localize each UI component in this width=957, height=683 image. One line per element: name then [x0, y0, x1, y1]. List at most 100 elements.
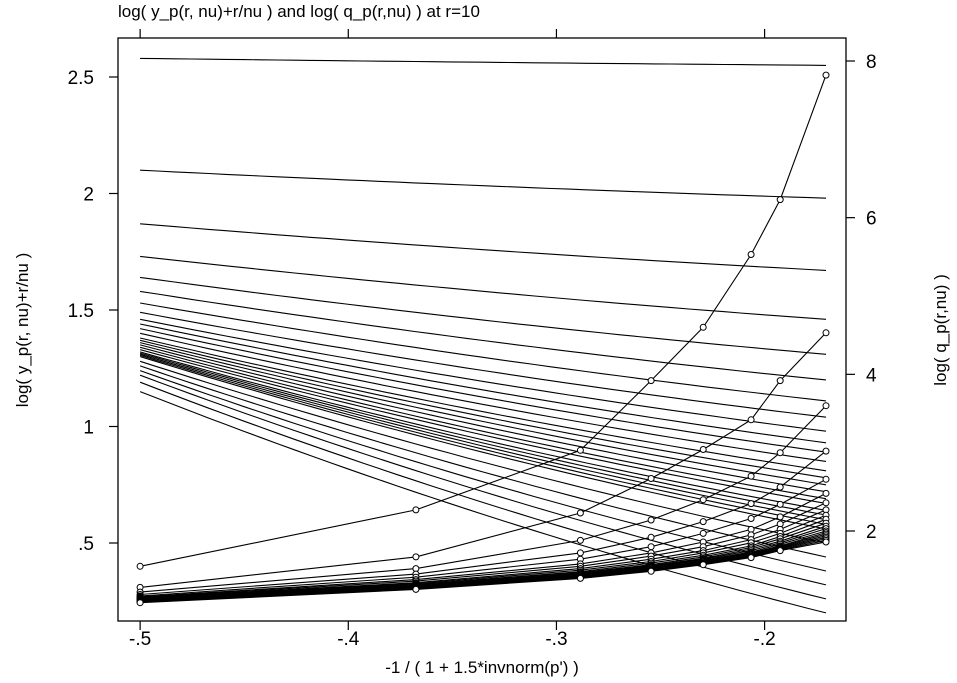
y-series-line-15: [139, 342, 827, 486]
y-series-line-10: [139, 323, 827, 444]
plot-frame: [117, 37, 847, 622]
y-series-line-1: [140, 57, 827, 66]
x-tick-label-1: -.5: [129, 629, 151, 650]
q-series-line-6: [140, 492, 827, 598]
x-tick-label-4: -.2: [754, 629, 776, 650]
q-series-21-point-6: [747, 554, 755, 562]
q-series-line-7: [140, 502, 827, 598]
q-series-7-point-8: [822, 499, 830, 507]
y-right-tick-label-4: 8: [866, 52, 877, 73]
q-series-3-point-6: [747, 472, 755, 480]
q-series-1-point-4: [647, 377, 655, 385]
q-series-5-point-6: [747, 515, 755, 522]
chart-title: log( y_p(r, nu)+r/nu ) and log( q_p(r,nu…: [118, 2, 480, 21]
x-tick-label-3: -.3: [545, 629, 567, 650]
y-series-line-5: [140, 276, 827, 355]
axes: -.5 -.4 -.3 -.2 .5 1 1.5 2 2.5 2 4 6 8: [68, 29, 877, 650]
q-series-5-point-8: [822, 475, 830, 483]
q-series-1-point-8: [822, 71, 830, 79]
y-series-line-3: [140, 223, 827, 271]
x-axis-label: -1 / ( 1 + 1.5*invnorm(p') ): [385, 658, 579, 677]
y-right-tick-label-3: 6: [866, 209, 877, 230]
q-series-line-10: [140, 518, 827, 599]
q-series-6-point-8: [822, 489, 830, 497]
y-series-line-19: [139, 351, 827, 511]
q-series-21-point-8: [822, 538, 830, 546]
q-series-3-point-4: [647, 516, 655, 524]
q-series-5-point-4: [647, 543, 655, 551]
q-series-line-1: [139, 74, 827, 567]
q-series-line-21: [140, 541, 827, 604]
q-series-line-3: [140, 405, 827, 593]
q-series-21-point-3: [576, 574, 584, 582]
q-series-2-point-6: [747, 416, 755, 424]
y-axis-left-label: log( y_p(r, nu)+r/nu ): [13, 253, 32, 408]
q-series-3-point-7: [776, 449, 784, 457]
q-series-2-point-3: [576, 509, 584, 517]
y-series-line-17: [139, 346, 827, 500]
y-axis-right-label: log( q_p(r,nu) ): [931, 274, 950, 386]
y-series-line-29: [139, 391, 827, 614]
y-series-line-4: [140, 255, 827, 320]
q-series-2-point-7: [776, 377, 784, 385]
y-series-line-7: [140, 302, 827, 402]
y-series-line-22: [139, 354, 827, 525]
q-series-3-point-5: [699, 496, 707, 504]
y-right-tick-label-2: 4: [866, 365, 877, 386]
y-series-line-6: [140, 290, 827, 381]
q-series-2-point-5: [699, 446, 707, 453]
q-series-2-point-2: [412, 553, 420, 561]
y-series-line-23: [139, 356, 827, 530]
q-series-1-point-1: [136, 562, 144, 570]
q-series-line-2: [140, 332, 827, 588]
plot-area: [136, 57, 830, 614]
y-series-line-9: [139, 318, 827, 432]
y-left-tick-label-1: .5: [78, 534, 94, 555]
q-series-1-point-3: [576, 446, 584, 454]
y-left-tick-label-4: 2: [83, 185, 94, 206]
q-series-3-point-3: [576, 536, 584, 544]
y-left-tick-label-5: 2.5: [68, 68, 94, 89]
q-series-2-point-8: [822, 329, 830, 337]
q-series-line-5: [140, 478, 827, 597]
q-series-line-8: [140, 509, 827, 599]
q-series-line-11: [140, 522, 827, 600]
q-series-21-point-1: [136, 599, 144, 607]
q-series-4-point-4: [647, 533, 655, 541]
q-series-5-point-5: [699, 529, 707, 537]
q-series-line-4: [140, 450, 827, 596]
x-tick-label-2: -.4: [337, 629, 360, 650]
y-series-line-8: [139, 311, 827, 418]
q-series-21-point-5: [699, 561, 707, 569]
q-series-1-point-6: [747, 251, 755, 258]
y-series-line-11: [139, 328, 827, 453]
q-series-4-point-6: [747, 500, 755, 508]
q-series-4-point-7: [776, 483, 784, 491]
y-series-line-26: [139, 370, 827, 572]
q-series-4-point-8: [822, 447, 830, 455]
y-series-line-2: [140, 169, 827, 199]
q-series-6-point-7: [776, 513, 784, 521]
y-series-line-28: [139, 381, 827, 600]
y-series-line-16: [139, 344, 827, 493]
y-left-tick-label-2: 1: [83, 418, 94, 439]
q-series-1-point-7: [776, 196, 784, 204]
q-series-3-point-8: [822, 402, 830, 410]
y-series-line-13: [139, 337, 827, 472]
q-series-5-point-7: [776, 500, 784, 508]
q-series-line-9: [140, 514, 827, 599]
q-series-1-point-5: [699, 323, 707, 331]
y-series-line-20: [139, 352, 827, 516]
q-series-2-point-4: [647, 475, 655, 482]
y-left-tick-label-3: 1.5: [68, 301, 94, 322]
q-series-21-point-7: [776, 547, 784, 555]
q-series-21-point-4: [647, 567, 655, 575]
q-series-4-point-3: [576, 549, 584, 557]
y-series-line-14: [139, 339, 827, 479]
y-series-line-18: [139, 349, 827, 504]
q-series-4-point-5: [699, 518, 707, 526]
y-series-line-21: [139, 353, 827, 521]
q-series-21-point-2: [412, 585, 420, 593]
y-right-tick-label-1: 2: [866, 522, 877, 543]
